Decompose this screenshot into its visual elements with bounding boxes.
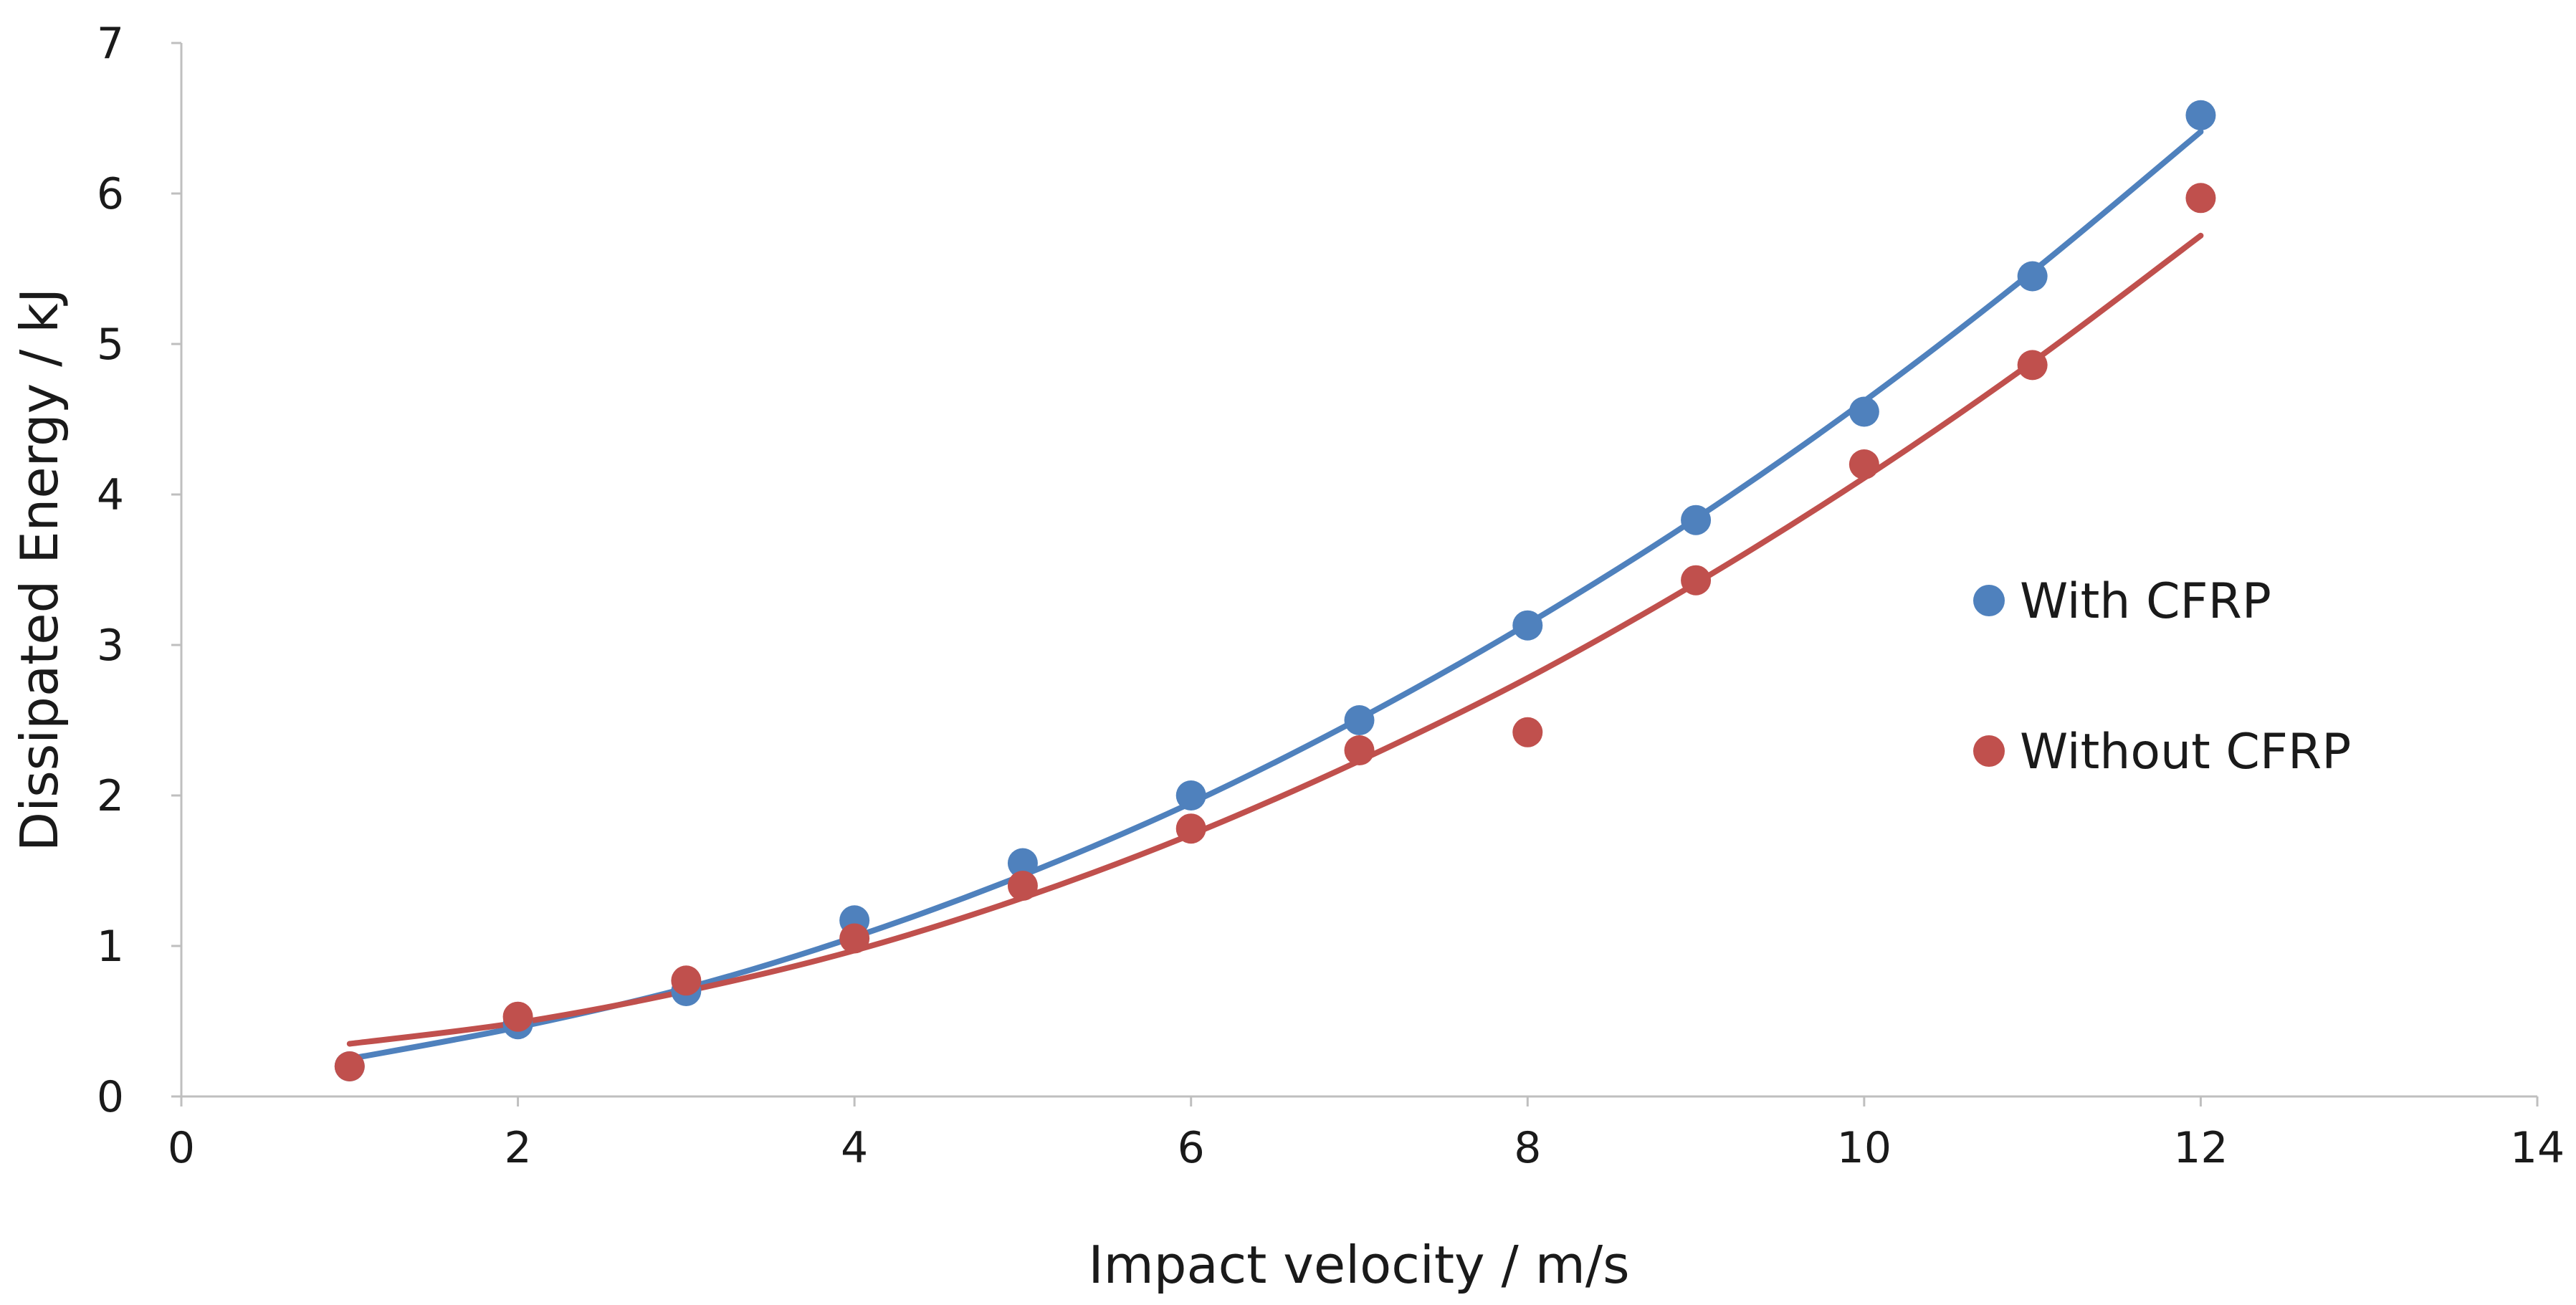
y-tick-label-5: 5 xyxy=(97,320,124,370)
data-point-series-1-x-11 xyxy=(2017,350,2048,381)
data-point-series-0-x-10 xyxy=(1848,396,1879,427)
data-point-series-0-x-11 xyxy=(2017,261,2048,292)
legend-label-with-cfrp: With CFRP xyxy=(2020,573,2271,630)
trendlines xyxy=(346,128,2204,1062)
data-point-series-0-x-12 xyxy=(2185,100,2216,130)
data-point-series-1-x-4 xyxy=(839,923,870,954)
x-tick-label-14: 14 xyxy=(2510,1123,2565,1173)
data-point-series-1-x-1 xyxy=(334,1051,365,1081)
x-tick-label-8: 8 xyxy=(1514,1123,1541,1173)
data-point-series-1-x-10 xyxy=(1848,449,1879,479)
x-tick-label-2: 2 xyxy=(504,1123,531,1173)
y-tick-label-4: 4 xyxy=(97,470,124,520)
data-point-series-1-x-2 xyxy=(502,1001,533,1032)
data-point-series-0-x-9 xyxy=(1681,505,1712,535)
legend-marker-with-cfrp xyxy=(1973,585,2005,616)
y-axis-title: Dissipated Energy / kJ xyxy=(9,288,70,851)
data-points xyxy=(334,100,2216,1081)
data-point-series-0-x-5 xyxy=(1007,848,1038,879)
y-tick-label-6: 6 xyxy=(97,169,124,219)
y-tick-label-7: 7 xyxy=(97,19,124,69)
trendline-series-0 xyxy=(346,128,2204,1062)
x-tick-label-6: 6 xyxy=(1178,1123,1205,1173)
data-point-series-0-x-8 xyxy=(1512,610,1543,641)
data-point-series-0-x-6 xyxy=(1175,780,1206,811)
y-tick-label-0: 0 xyxy=(97,1072,124,1122)
y-axis-ticks: 0 1 2 3 4 5 6 7 xyxy=(97,19,181,1122)
data-point-series-1-x-3 xyxy=(671,965,702,996)
data-point-series-1-x-5 xyxy=(1007,871,1038,901)
data-point-series-1-x-12 xyxy=(2185,183,2216,214)
data-point-series-1-x-8 xyxy=(1512,717,1543,747)
x-tick-label-10: 10 xyxy=(1837,1123,1892,1173)
y-tick-label-2: 2 xyxy=(97,771,124,821)
x-axis-title: Impact velocity / m/s xyxy=(1088,1235,1629,1295)
legend-marker-without-cfrp xyxy=(1973,735,2005,767)
x-axis-ticks: 0 2 4 6 8 10 12 14 xyxy=(168,1096,2565,1173)
legend-label-without-cfrp: Without CFRP xyxy=(2020,724,2351,780)
legend: With CFRP Without CFRP xyxy=(1973,573,2351,780)
data-point-series-1-x-6 xyxy=(1175,813,1206,844)
y-tick-label-1: 1 xyxy=(97,922,124,972)
y-tick-label-3: 3 xyxy=(97,621,124,671)
data-point-series-0-x-7 xyxy=(1344,705,1375,735)
x-tick-label-4: 4 xyxy=(841,1123,868,1173)
x-tick-label-12: 12 xyxy=(2173,1123,2228,1173)
x-tick-label-0: 0 xyxy=(168,1123,195,1173)
data-point-series-1-x-9 xyxy=(1681,565,1712,596)
data-point-series-1-x-7 xyxy=(1344,735,1375,765)
